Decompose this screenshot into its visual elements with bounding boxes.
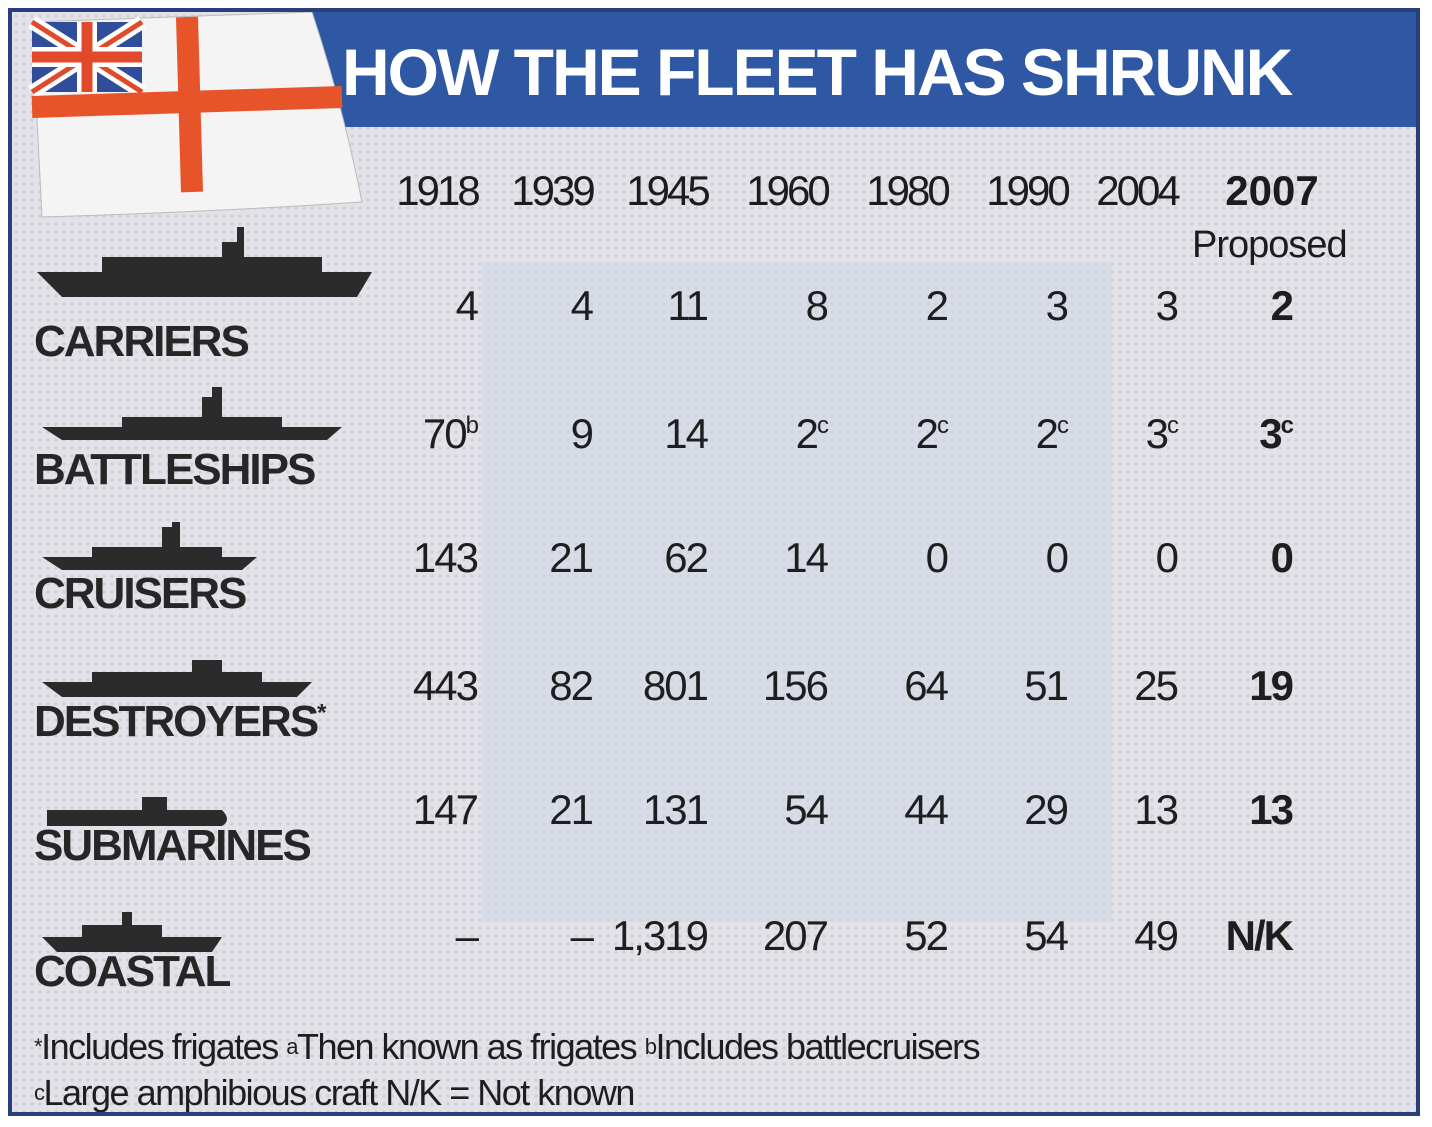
row-label: BATTLESHIPS: [34, 445, 314, 495]
flag: [12, 12, 372, 222]
footnote: aThen known as frigates: [286, 1026, 636, 1067]
column-header: 1918: [377, 167, 497, 215]
cell: N/K: [1132, 912, 1292, 960]
footnote-text: N/K = Not known: [385, 1072, 634, 1113]
title: HOW THE FLEET HAS SHRUNK: [342, 34, 1291, 110]
infographic: HOW THE FLEET HAS SHRUNK Proposed *Inclu…: [8, 8, 1420, 1116]
cell: 3c: [1132, 410, 1292, 458]
footnote: cLarge amphibious craft: [34, 1072, 377, 1113]
footnote-text: Then known as frigates: [297, 1026, 636, 1067]
row-label-text: DESTROYERS: [34, 697, 317, 746]
row-label: SUBMARINES: [34, 821, 310, 871]
column-note: Proposed: [1192, 224, 1347, 267]
footnote-text: Large amphibious craft: [44, 1072, 377, 1113]
row-label-text: BATTLESHIPS: [34, 445, 314, 494]
column-header: 1980: [847, 167, 967, 215]
footnote: *Includes frigates: [34, 1026, 278, 1067]
footnote-marker: b: [645, 1034, 656, 1059]
footnote-marker: a: [286, 1034, 297, 1059]
column-header: 1945: [607, 167, 727, 215]
cell: 19: [1132, 662, 1292, 710]
row-label-text: CARRIERS: [34, 317, 248, 366]
footnote-text: Includes battlecruisers: [655, 1026, 979, 1067]
footnote: bIncludes battlecruisers: [645, 1026, 979, 1067]
cell: 2: [1132, 282, 1292, 330]
column-header: 1939: [492, 167, 612, 215]
column-header: 2007: [1192, 167, 1352, 215]
row-label-text: COASTAL: [34, 947, 229, 996]
row-label-text: CRUISERS: [34, 569, 245, 618]
row-label: COASTAL: [34, 947, 229, 997]
row-label-text: SUBMARINES: [34, 821, 310, 870]
footnote-marker: *: [34, 1034, 41, 1059]
cell-mark: c: [1281, 412, 1292, 439]
footnote-marker: c: [34, 1080, 44, 1105]
cell: 13: [1132, 786, 1292, 834]
footnote-text: Includes frigates: [41, 1026, 278, 1067]
column-header: 1960: [727, 167, 847, 215]
column-header: 1990: [967, 167, 1087, 215]
column-header: 2004: [1077, 167, 1197, 215]
footnotes: *Includes frigates aThen known as frigat…: [34, 1024, 1414, 1116]
row-label: DESTROYERS*: [34, 697, 325, 747]
footnote: N/K = Not known: [385, 1072, 634, 1113]
row-label: CRUISERS: [34, 569, 245, 619]
cell-value: 3: [1259, 410, 1280, 457]
cell: 0: [1132, 534, 1292, 582]
row-label: CARRIERS: [34, 317, 248, 367]
